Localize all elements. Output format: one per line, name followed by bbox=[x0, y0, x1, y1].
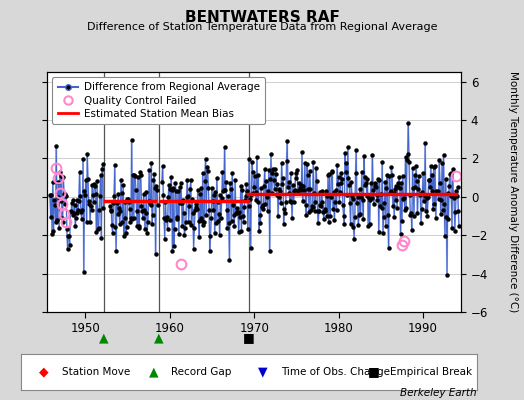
Text: ■: ■ bbox=[243, 332, 255, 344]
Text: ▲: ▲ bbox=[154, 332, 164, 344]
Text: Empirical Break: Empirical Break bbox=[390, 367, 472, 377]
Text: BENTWATERS RAF: BENTWATERS RAF bbox=[184, 10, 340, 25]
Legend: Difference from Regional Average, Quality Control Failed, Estimated Station Mean: Difference from Regional Average, Qualit… bbox=[52, 77, 265, 124]
Text: ◆: ◆ bbox=[39, 366, 49, 378]
Text: ▲: ▲ bbox=[149, 366, 158, 378]
Text: ▼: ▼ bbox=[258, 366, 268, 378]
Text: Time of Obs. Change: Time of Obs. Change bbox=[281, 367, 390, 377]
Text: Difference of Station Temperature Data from Regional Average: Difference of Station Temperature Data f… bbox=[87, 22, 437, 32]
Text: ▲: ▲ bbox=[100, 332, 109, 344]
Text: Station Move: Station Move bbox=[62, 367, 130, 377]
Text: Berkeley Earth: Berkeley Earth bbox=[400, 388, 477, 398]
Text: ■: ■ bbox=[367, 366, 379, 378]
Y-axis label: Monthly Temperature Anomaly Difference (°C): Monthly Temperature Anomaly Difference (… bbox=[508, 71, 518, 313]
Text: Record Gap: Record Gap bbox=[171, 367, 232, 377]
